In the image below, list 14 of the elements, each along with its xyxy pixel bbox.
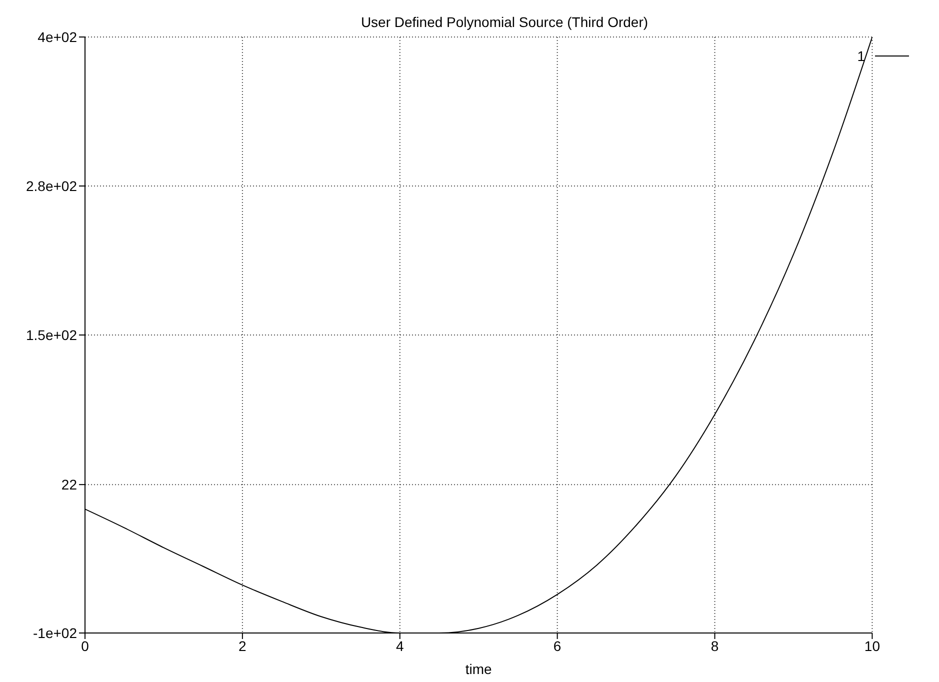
- x-axis-title: time: [465, 661, 492, 677]
- x-tick-label: 8: [710, 638, 719, 654]
- x-tick-label: 10: [864, 638, 880, 654]
- chart-title: User Defined Polynomial Source (Third Order): [360, 14, 650, 30]
- x-tick-label: 0: [81, 638, 90, 654]
- y-tick-label: 2.8e+02: [26, 178, 78, 194]
- y-tick-label: 1.5e+02: [26, 326, 78, 343]
- x-tick-label: 6: [553, 638, 562, 654]
- y-tick-label: -1e+02: [33, 624, 78, 641]
- x-tick-label: 4: [396, 638, 404, 654]
- y-tick-label: 4e+02: [38, 28, 78, 45]
- x-tick-label: 2: [238, 638, 247, 654]
- y-tick-label: 22: [61, 476, 78, 493]
- legend-label: 1: [857, 48, 865, 64]
